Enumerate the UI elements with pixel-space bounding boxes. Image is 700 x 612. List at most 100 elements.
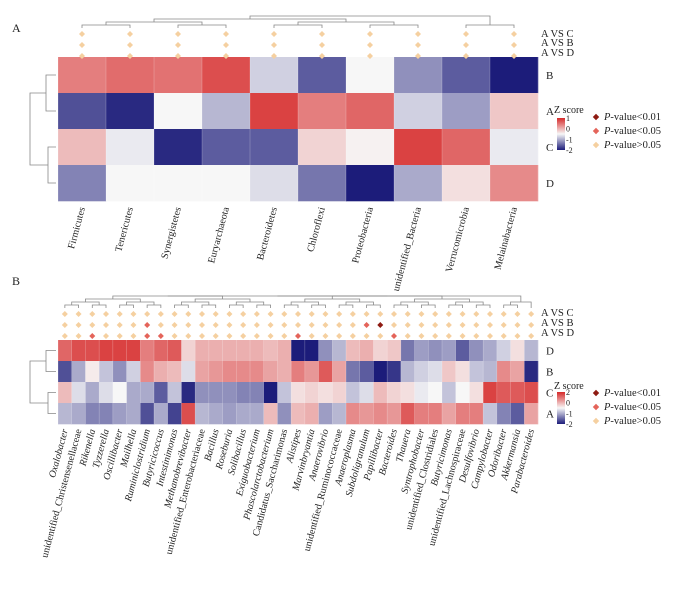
significance-marker [199,311,205,317]
heatmap-cell [208,403,223,425]
significance-marker [487,333,493,339]
zscore-tick: 2 [566,388,570,397]
zscore-tick: -1 [566,409,573,418]
dendrogram-branch [366,304,381,308]
row-label: D [546,178,554,190]
significance-marker [363,333,370,339]
row-label: D [546,346,554,358]
significance-marker [253,333,260,339]
heatmap-cells [57,57,539,202]
heatmap-cell [71,361,86,383]
significance-marker [349,311,356,317]
panel-label: A [12,21,21,35]
significance-marker [514,333,521,339]
significance-marker [171,322,178,328]
heatmap-cell [483,340,498,362]
heatmap-cell [394,93,443,130]
legend-label-italic: P [603,112,611,123]
heatmap-cell [359,382,374,404]
heatmap-cell [202,93,251,130]
heatmap-cell [106,165,155,202]
significance-marker [459,333,466,339]
heatmap-cell [140,361,155,383]
significance-marker [223,42,229,48]
heatmap-cell [304,382,319,404]
significance-marker [199,322,205,328]
heatmap-cell [346,361,361,383]
dendrogram-branch [256,304,271,308]
significance-marker [199,333,205,339]
heatmap-cell [181,340,196,362]
heatmap-cell [99,361,114,383]
heatmap-cell [263,361,278,383]
column-label: Verrucomicrobia [444,205,472,273]
significance-marker [127,31,133,37]
significance-marker [308,311,315,317]
heatmap-cell [483,403,498,425]
significance-marker [487,322,493,328]
heatmap-panel-a: A B A C D Firmicutes Tenericutes Synergistetes E… [12,15,661,292]
heatmap-cell [58,93,107,130]
panel-label: B [12,274,20,288]
heatmap-cell [373,340,388,362]
significance-marker [500,322,507,328]
heatmap-cell [428,403,443,425]
heatmap-cell [140,340,155,362]
heatmap-cell [126,361,141,383]
significance-marker [89,311,96,317]
dendrogram-branch [194,298,251,302]
heatmap-cell [112,340,127,362]
significance-marker [404,311,411,317]
significance-marker [175,53,181,59]
heatmap-cell [99,382,114,404]
significance-marker [528,311,535,317]
dendrogram-branch [304,298,361,302]
heatmap-cell [154,57,203,94]
significance-marker [514,322,521,328]
dendrogram-branch [235,301,265,305]
significance-marker [61,311,68,317]
row-label: C [546,388,553,400]
significance-marker [157,333,164,339]
significance-marker [175,42,181,48]
row-dendrogram [29,74,56,184]
significance-marker [445,311,452,317]
significance-marker [473,311,480,317]
significance-marker [79,31,85,37]
zscore-tick: 0 [566,125,570,134]
legend-label-rest: -value<0.05 [610,402,661,413]
heatmap-cell [332,340,347,362]
heatmap-cell [167,382,182,404]
significance-marker [253,311,260,317]
heatmap-cell [359,361,374,383]
heatmap-cell [250,57,299,94]
significance-marker [157,311,164,317]
significance-marker [295,333,301,339]
heatmap-cell [58,57,107,94]
dendrogram-branch [290,301,319,305]
row-label: C [546,142,553,154]
heatmap-cell [126,340,141,362]
heatmap-cell [442,382,457,404]
heatmap-cell [414,403,429,425]
column-label: Firmicutes [66,206,88,250]
legend-label: P-value<0.01 [603,388,661,399]
dendrogram-branch [85,298,141,302]
heatmap-cell [140,403,155,425]
heatmap-cell [298,93,347,130]
significance-marker [528,322,535,328]
heatmap-cell [455,403,470,425]
significance-marker [511,53,517,59]
dendrogram-branch [153,18,347,22]
significance-marker [349,322,356,328]
heatmap-cell [58,382,73,404]
heatmap-cell [298,57,347,94]
column-label: unidentified_Bacteria [391,205,424,292]
significance-marker [418,311,425,317]
significance-marker [473,322,480,328]
column-dendrogram [64,295,532,308]
heatmap-cell [469,403,484,425]
significance-marker [61,333,68,339]
heatmap-cell [359,403,374,425]
significance-marker [144,333,151,339]
